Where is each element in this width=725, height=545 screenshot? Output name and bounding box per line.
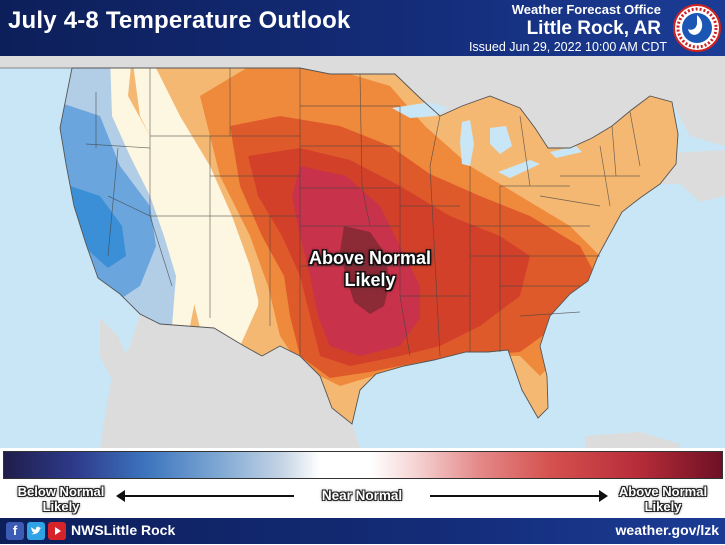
caribbean-land (585, 432, 680, 448)
canada-land (0, 56, 725, 148)
twitter-icon[interactable] (27, 522, 45, 540)
baja-land (100, 318, 150, 448)
right-arrow-icon (430, 490, 608, 502)
us-outline (59, 67, 679, 425)
lake-erie (498, 160, 540, 178)
office-name: Weather Forecast Office (511, 2, 661, 17)
legend: Below Normal Likely Near Normal Above No… (0, 481, 725, 517)
youtube-icon[interactable] (48, 522, 66, 540)
social-handle: NWSLittle Rock (71, 522, 176, 538)
issued-time: Issued Jun 29, 2022 10:00 AM CDT (468, 40, 667, 54)
legend-near-normal: Near Normal (321, 488, 403, 503)
lake-ontario (550, 146, 582, 158)
legend-below-line2: Likely (42, 499, 80, 514)
outlook-region-label: Above Normal Likely (292, 247, 448, 291)
legend-above-normal: Above Normal Likely (607, 484, 719, 514)
temperature-outlook-map (0, 56, 725, 448)
facebook-icon[interactable]: f (6, 522, 24, 540)
legend-above-line2: Likely (644, 499, 682, 514)
footer-bar: f NWSLittle Rock weather.gov/lzk (0, 518, 725, 544)
page-title: July 4-8 Temperature Outlook (8, 7, 351, 34)
lake-huron (490, 126, 512, 154)
office-block: Weather Forecast Office Little Rock, AR (512, 2, 661, 40)
outlook-label-line2: Likely (344, 270, 396, 290)
lake-michigan (460, 120, 474, 166)
mexico-land (100, 314, 360, 448)
office-location: Little Rock, AR (526, 18, 661, 39)
header-bar: July 4-8 Temperature Outlook Weather For… (0, 0, 725, 56)
legend-below-line1: Below Normal (17, 484, 105, 499)
nws-logo-icon (673, 4, 721, 52)
lake-superior (392, 102, 448, 118)
state-boundaries (85, 68, 641, 357)
left-arrow-icon (116, 490, 294, 502)
legend-above-line1: Above Normal (618, 484, 708, 499)
website-link[interactable]: weather.gov/lzk (615, 522, 719, 538)
legend-below-normal: Below Normal Likely (6, 484, 116, 514)
outlook-label-line1: Above Normal (308, 248, 432, 268)
probability-color-bar (3, 451, 723, 479)
